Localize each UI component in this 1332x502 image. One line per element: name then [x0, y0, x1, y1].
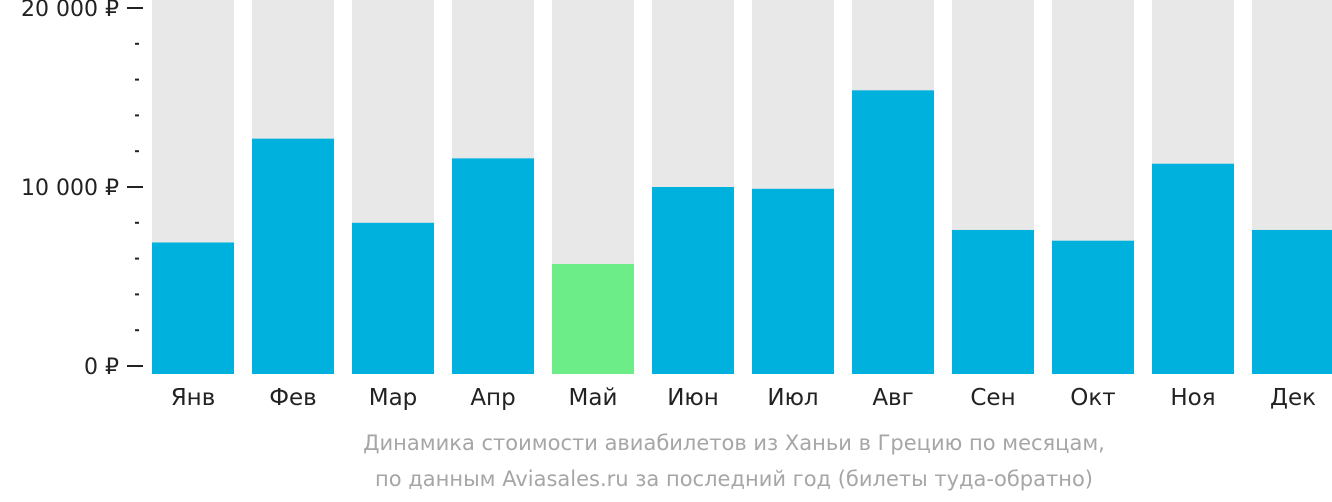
y-tick-label: 10 000 ₽ — [21, 176, 119, 201]
x-tick-label: Фев — [269, 385, 317, 411]
chart-caption-line-1: Динамика стоимости авиабилетов из Ханьи … — [363, 431, 1105, 455]
bar-2 — [252, 138, 334, 374]
bar-3 — [352, 222, 434, 374]
x-tick-label: Дек — [1270, 385, 1316, 411]
bar-6 — [652, 187, 734, 374]
bar-11 — [1152, 163, 1234, 374]
x-tick-label: Июн — [667, 385, 719, 411]
bar-10 — [1052, 240, 1134, 374]
x-tick-label: Окт — [1070, 385, 1115, 411]
x-axis-labels: Янв Фев Мар Апр Май Июн Июл Авг Сен Окт Ноя Дек — [171, 385, 1316, 411]
x-tick-label: Апр — [470, 385, 515, 411]
bar-5 — [552, 263, 634, 374]
x-tick-label: Май — [569, 385, 618, 411]
x-tick-label: Ноя — [1170, 385, 1215, 411]
x-tick-label: Авг — [872, 385, 913, 411]
bar-7 — [752, 188, 834, 374]
y-tick-label: 20 000 ₽ — [21, 0, 119, 22]
bar-4 — [452, 158, 534, 374]
chart-caption-line-2: по данным Aviasales.ru за последний год … — [375, 467, 1093, 491]
bars — [152, 0, 1332, 374]
x-tick-label: Янв — [171, 385, 216, 411]
bar-1 — [152, 242, 234, 374]
x-tick-label: Сен — [970, 385, 1015, 411]
price-chart: 0 ₽ 10 000 ₽ 20 000 ₽ Янв Фев Мар Апр Май Июн Ию… — [21, 0, 1332, 411]
bar-8 — [852, 90, 934, 374]
bar-9 — [952, 229, 1034, 374]
bar-12 — [1252, 229, 1332, 374]
y-tick-label: 0 ₽ — [84, 355, 119, 380]
y-axis: 0 ₽ 10 000 ₽ 20 000 ₽ — [21, 0, 143, 380]
x-tick-label: Июл — [767, 385, 818, 411]
x-tick-label: Мар — [369, 385, 418, 411]
